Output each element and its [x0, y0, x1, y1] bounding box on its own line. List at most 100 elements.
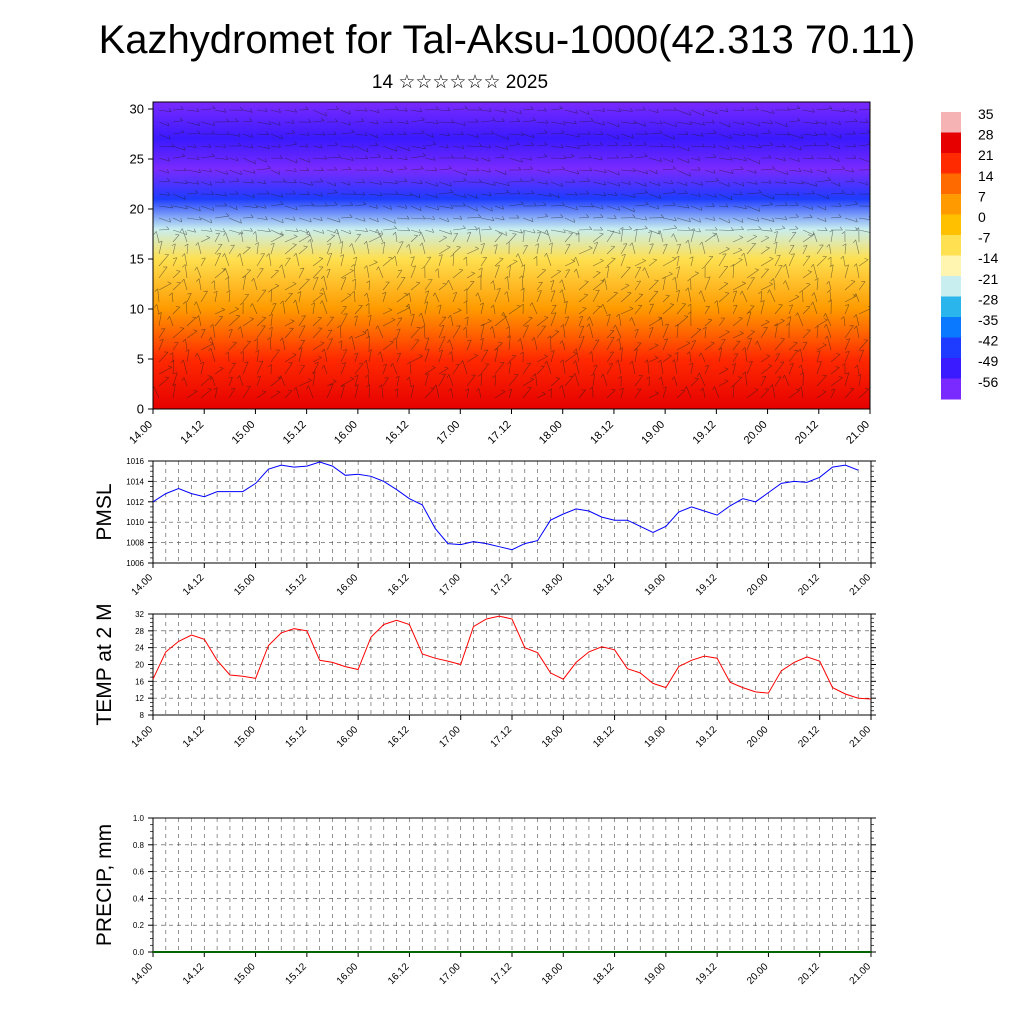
heatmap-x-tick-label: 17.12 — [486, 419, 514, 447]
heatmap-y-tick-label: 5 — [137, 352, 144, 367]
y-tick-label: 16 — [135, 677, 144, 686]
heatmap-y-tick-label: 25 — [130, 152, 144, 167]
colorbar-swatch — [941, 132, 961, 154]
y-axis-label: TEMP at 2 M — [93, 603, 116, 725]
colorbar-label: 0 — [978, 209, 986, 225]
y-tick-label: 1.0 — [133, 814, 145, 823]
x-tick-label: 15.00 — [232, 961, 258, 987]
colorbar-swatch — [941, 173, 961, 195]
x-tick-label: 15.00 — [232, 572, 258, 598]
x-tick-label: 15.00 — [232, 724, 258, 750]
colorbar-swatch — [941, 214, 961, 236]
x-tick-label: 18.12 — [591, 572, 617, 598]
page-title: Kazhydromet for Tal-Aksu-1000(42.313 70.… — [98, 18, 916, 62]
x-tick-label: 20.00 — [745, 572, 771, 598]
colorbar-label: -7 — [978, 230, 991, 246]
x-tick-label: 14.00 — [130, 724, 156, 750]
temp-series-line — [152, 615, 872, 700]
heatmap-x-tick-label: 19.00 — [639, 419, 667, 447]
x-tick-label: 20.12 — [796, 961, 822, 987]
temperature-field — [153, 102, 870, 409]
y-tick-label: 1012 — [126, 498, 144, 507]
x-tick-label: 16.12 — [386, 724, 412, 750]
heatmap-x-tick-label: 19.12 — [691, 419, 719, 447]
y-tick-label: 1010 — [126, 518, 144, 527]
x-tick-label: 18.00 — [540, 572, 566, 598]
colorbar-swatch — [941, 358, 961, 379]
x-tick-label: 16.00 — [335, 724, 361, 750]
heatmap-y-tick-label: 15 — [130, 252, 144, 267]
x-tick-label: 19.00 — [643, 572, 669, 598]
x-tick-label: 17.00 — [437, 572, 463, 598]
x-tick-label: 17.12 — [489, 724, 515, 750]
y-tick-label: 1006 — [126, 559, 144, 568]
x-tick-label: 16.12 — [386, 572, 412, 598]
colorbar-swatch — [941, 255, 961, 277]
x-tick-label: 18.12 — [591, 961, 617, 987]
temp-chart: 8 12 16 20 24 28 32 14.00 14.12 15.00 15.12 16.00 16… — [93, 603, 876, 750]
heatmap-x-tick-label: 15.12 — [281, 419, 309, 447]
x-tick-label: 18.00 — [540, 961, 566, 987]
cross-section-chart: 0 5 10 15 20 25 30 14.00 14.12 15.00 15.12 16.00 16.… — [127, 101, 872, 447]
y-tick-label: 1014 — [126, 477, 144, 486]
colorbar-swatch — [941, 378, 961, 400]
precip-chart: 0.0 0.2 0.4 0.6 0.8 1.0 14.00 14.12 15.00 15.12 16… — [93, 814, 876, 987]
x-tick-label: 21.00 — [848, 724, 874, 750]
heatmap-x-tick-label: 14.12 — [178, 419, 206, 447]
x-tick-label: 17.12 — [489, 572, 515, 598]
colorbar-label: -28 — [978, 291, 998, 307]
y-tick-label: 0.4 — [133, 894, 145, 903]
grid-lines — [153, 461, 871, 563]
y-tick-label: 12 — [135, 694, 144, 703]
x-tick-label: 14.12 — [181, 572, 207, 598]
x-tick-label: 18.12 — [591, 724, 617, 750]
colorbar-swatch — [941, 337, 961, 359]
x-tick-label: 14.12 — [181, 724, 207, 750]
y-tick-label: 8 — [140, 711, 145, 720]
x-tick-label: 20.00 — [745, 961, 771, 987]
x-tick-label: 19.00 — [643, 724, 669, 750]
y-tick-label: 0.2 — [133, 921, 145, 930]
y-axis-label: PMSL — [93, 483, 116, 540]
x-tick-label: 21.00 — [848, 961, 874, 987]
colorbar-swatch — [941, 153, 961, 174]
y-tick-label: 32 — [135, 610, 144, 619]
heatmap-y-tick-label: 10 — [130, 302, 144, 317]
colorbar-swatch — [941, 296, 961, 318]
colorbar-label: 35 — [978, 106, 994, 122]
x-tick-label: 20.12 — [796, 724, 822, 750]
y-tick-label: 1016 — [126, 457, 144, 466]
heatmap-y-tick-label: 0 — [137, 402, 144, 417]
x-tick-label: 14.00 — [130, 572, 156, 598]
x-tick-label: 19.00 — [643, 961, 669, 987]
y-axis-label: PRECIP, mm — [93, 824, 116, 946]
x-tick-label: 15.12 — [284, 961, 310, 987]
x-tick-label: 19.12 — [694, 572, 720, 598]
heatmap-x-tick-label: 21.00 — [844, 419, 872, 447]
colorbar-swatch — [941, 235, 961, 256]
x-tick-label: 21.00 — [848, 572, 874, 598]
heatmap-x-tick-label: 18.00 — [537, 419, 565, 447]
y-tick-label: 0.8 — [133, 841, 145, 850]
y-tick-label: 20 — [135, 661, 144, 670]
heatmap-y-tick-label: 30 — [130, 102, 144, 117]
y-tick-label: 0.0 — [133, 948, 145, 957]
colorbar-label: 7 — [978, 188, 986, 204]
grid-lines — [153, 818, 871, 952]
colorbar-label: -49 — [978, 353, 998, 369]
pmsl-series-line — [152, 461, 859, 551]
x-tick-label: 16.00 — [335, 572, 361, 598]
x-tick-label: 17.00 — [437, 961, 463, 987]
colorbar-swatch — [941, 276, 961, 297]
colorbar-label: -14 — [978, 250, 998, 266]
colorbar-label: -42 — [978, 333, 998, 349]
x-tick-label: 19.12 — [694, 724, 720, 750]
colorbar-swatch — [941, 317, 961, 338]
colorbar-label: 28 — [978, 127, 994, 143]
x-tick-label: 16.00 — [335, 961, 361, 987]
colorbar-swatch — [941, 112, 961, 133]
heatmap-x-tick-label: 17.00 — [434, 419, 462, 447]
pmsl-chart: 1006 1008 1010 1012 1014 1016 14.00 14.12 15.00 1… — [93, 457, 876, 598]
y-tick-label: 28 — [135, 627, 144, 636]
